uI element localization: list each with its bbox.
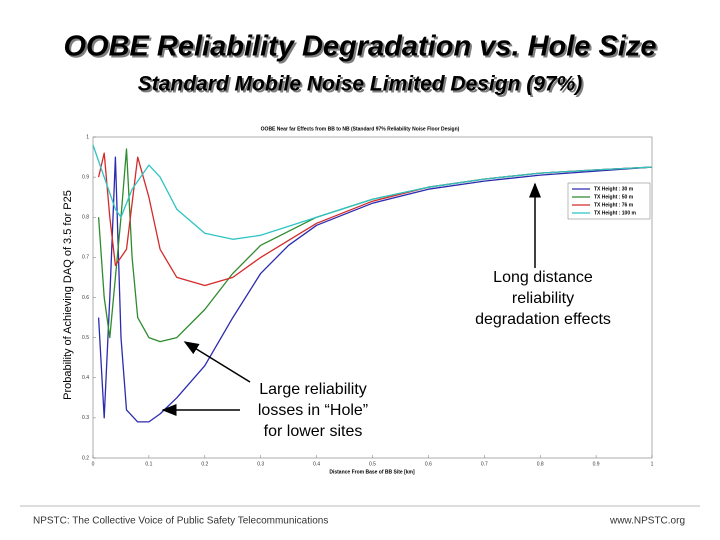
y-tick-label: 0.2 (82, 455, 89, 461)
x-tick-label: 1 (651, 461, 654, 467)
y-tick-label: 0.4 (82, 375, 89, 381)
slide-title: OOBE Reliability Degradation vs. Hole Si… (63, 31, 656, 63)
x-tick-label: 0.8 (537, 461, 544, 467)
legend-label: TX Height : 76 m (594, 202, 634, 208)
annotation: Long distance (493, 269, 593, 286)
y-tick-label: 0.3 (82, 415, 89, 421)
legend-label: TX Height : 100 m (594, 210, 637, 216)
y-tick-label: 0.9 (82, 174, 89, 180)
y-tick-label: 0.5 (82, 335, 89, 341)
y-axis-label: Probability of Achieving DAQ of 3.5 for … (62, 190, 74, 400)
x-tick-label: 0.7 (481, 461, 488, 467)
data-line (92, 144, 653, 240)
x-tick-label: 0.2 (201, 461, 208, 467)
x-tick-label: 0.5 (369, 461, 376, 467)
subtitle-shadow: Standard Mobile Noise Limited Design (97… (140, 75, 585, 98)
slide-subtitle: Standard Mobile Noise Limited Design (97… (138, 73, 583, 96)
footer-left: NPSTC: The Collective Voice of Public Sa… (33, 516, 328, 527)
plot-area: 0 0.1 0.2 0.3 0.4 0.5 0.6 0.7 0.8 0.9 1 0.2 0.3 0.4 0.… (82, 134, 654, 467)
arrow (183, 341, 251, 383)
title-shadow: OOBE Reliability Degradation vs. Hole Si… (65, 33, 658, 65)
axes-box (92, 136, 653, 459)
legend-label: TX Height : 50 m (594, 194, 634, 200)
y-tick-label: 0.6 (82, 295, 89, 301)
legend-label: TX Height : 30 m (594, 186, 634, 192)
x-tick-label: 0.9 (593, 461, 600, 467)
x-tick-label: 0.6 (425, 461, 432, 467)
x-tick-label: 0 (92, 461, 95, 467)
annotation: degradation effects (475, 311, 611, 328)
x-tick-label: 0.4 (313, 461, 320, 467)
annotation: for lower sites (264, 423, 363, 440)
x-tick-label: 0.1 (145, 461, 152, 467)
x-tick-label: 0.3 (257, 461, 264, 467)
annotation: losses in “Hole” (258, 402, 368, 419)
annotation: reliability (512, 290, 574, 307)
y-tick-label: 0.8 (82, 215, 89, 221)
y-tick-label: 0.7 (82, 255, 89, 261)
annotation: Large reliability (259, 381, 367, 398)
y-tick-label: 1 (86, 134, 89, 140)
data-line (97, 156, 653, 423)
x-axis-label: Distance From Base of BB Site [km] (329, 469, 415, 475)
footer-right: www.NPSTC.org (609, 516, 685, 527)
chart-title: OOBE Near far Effects from BB to NB (Sta… (261, 126, 460, 132)
